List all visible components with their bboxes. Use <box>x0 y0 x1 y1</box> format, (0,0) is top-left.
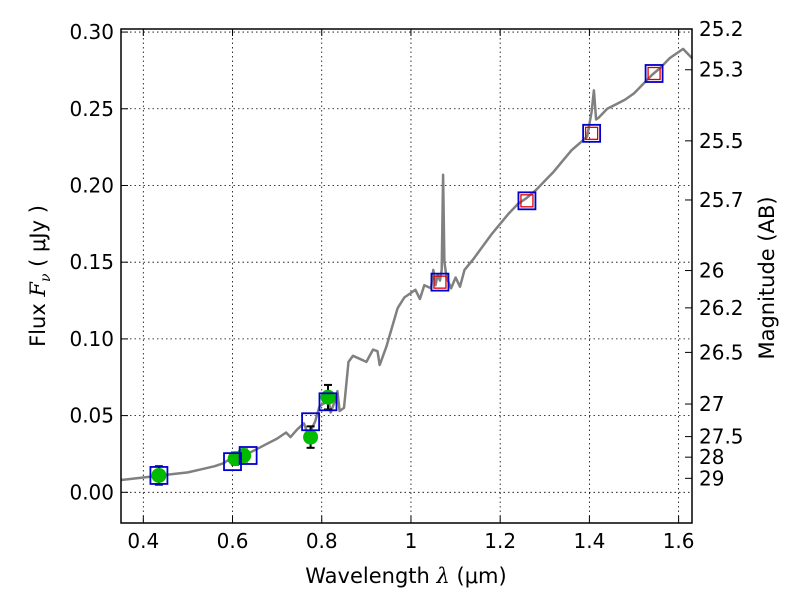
x-tick-label: 0.4 <box>127 529 159 553</box>
plot-frame <box>120 28 693 524</box>
x-tick-label: 0.8 <box>306 529 338 553</box>
mag-tick-label: 25.2 <box>699 17 744 41</box>
model-band-marker <box>430 272 450 292</box>
mag-tick-label: 25.5 <box>699 129 744 153</box>
mag-tick-label: 26 <box>699 259 724 283</box>
x-tick-label: 1 <box>405 529 418 553</box>
mag-tick-label: 27.5 <box>699 425 744 449</box>
x-tick-label: 0.6 <box>217 529 249 553</box>
mag-tick-label: 26.2 <box>699 296 744 320</box>
mag-tick-label: 29 <box>699 466 724 490</box>
x-tick-label: 1.2 <box>484 529 516 553</box>
axis-ticks: 0.4 0.6 0.8 1 1.2 1.4 1.6 0.00 0.05 0.10 0.15 0.20 0… <box>69 17 743 553</box>
observed-ir-marker <box>433 275 447 289</box>
model-band-marker <box>318 392 338 412</box>
observed-ir-marker <box>647 66 661 81</box>
grid <box>121 29 692 523</box>
model-band-marker <box>582 123 602 143</box>
observed-point <box>236 447 252 463</box>
x-axis-label: Wavelength λ (μm) <box>305 564 506 588</box>
y-axis-label: Flux Fν ( μJy ) <box>26 205 54 347</box>
y-tick-label: 0.15 <box>69 250 114 274</box>
model-band-marker <box>517 191 537 211</box>
y-tick-label: 0.20 <box>69 173 114 197</box>
x-tick-label: 1.4 <box>573 529 605 553</box>
mag-tick-label: 25.7 <box>699 188 744 212</box>
spectrum-line <box>120 47 693 482</box>
observed-point <box>151 467 167 483</box>
observed-ir-marker <box>584 126 599 140</box>
y-tick-label: 0.25 <box>69 97 114 121</box>
photometry-points <box>149 64 664 486</box>
model-band-marker <box>149 466 169 485</box>
observed-point <box>320 389 336 405</box>
mag-tick-label: 27 <box>699 392 724 416</box>
y-tick-label: 0.00 <box>69 480 114 504</box>
x-tick-label: 1.6 <box>663 529 695 553</box>
y-tick-label: 0.05 <box>69 404 114 428</box>
model-band-marker <box>238 446 258 465</box>
model-band-marker <box>223 452 242 472</box>
y-tick-label: 0.30 <box>69 20 114 44</box>
observed-ir-marker <box>520 194 534 208</box>
model-spectrum <box>120 47 693 482</box>
y-tick-label: 0.10 <box>69 327 114 351</box>
model-band-marker <box>644 64 664 83</box>
observed-point <box>303 429 319 445</box>
mag-tick-label: 25.3 <box>699 58 744 82</box>
mag-tick-label: 28 <box>699 445 724 469</box>
mag-tick-label: 26.5 <box>699 340 744 364</box>
model-band-marker <box>301 412 320 432</box>
y2-axis-label: Magnitude (AB) <box>755 196 779 359</box>
